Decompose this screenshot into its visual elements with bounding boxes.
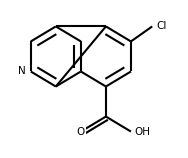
Text: O: O <box>77 127 85 137</box>
Text: Cl: Cl <box>156 21 166 31</box>
Text: N: N <box>18 67 26 76</box>
Text: OH: OH <box>135 127 151 137</box>
